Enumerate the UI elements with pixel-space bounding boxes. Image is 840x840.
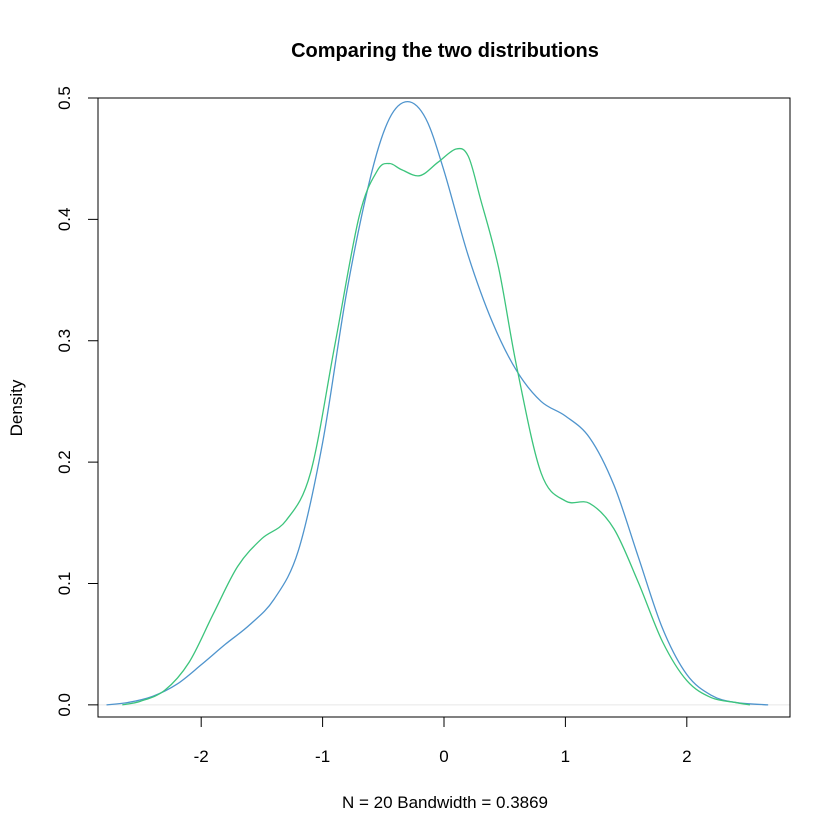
x-tick-label: 2 — [682, 747, 691, 766]
y-tick-label: 0.1 — [55, 572, 74, 596]
density-curve-1 — [106, 100, 769, 706]
x-tick-label: -1 — [315, 747, 330, 766]
x-tick-label: -2 — [194, 747, 209, 766]
chart-title: Comparing the two distributions — [291, 40, 599, 62]
y-tick-label: 0.4 — [55, 208, 74, 232]
series-layer — [106, 100, 769, 706]
y-tick-label: 0.5 — [55, 86, 74, 110]
y-tick-label: 0.2 — [55, 450, 74, 474]
x-tick-label: 0 — [439, 747, 448, 766]
x-tick-label: 1 — [561, 747, 570, 766]
plot-frame — [97, 97, 791, 718]
density-curve-2 — [122, 147, 751, 706]
x-axis-label: N = 20 Bandwidth = 0.3869 — [342, 793, 548, 812]
y-axis-label: Density — [7, 379, 26, 436]
y-tick-label: 0.0 — [55, 693, 74, 717]
y-tick-label: 0.3 — [55, 329, 74, 353]
axes-layer: -2 -1 0 1 2 0.0 0.1 0.2 0.3 0.4 0.5 — [55, 86, 692, 766]
